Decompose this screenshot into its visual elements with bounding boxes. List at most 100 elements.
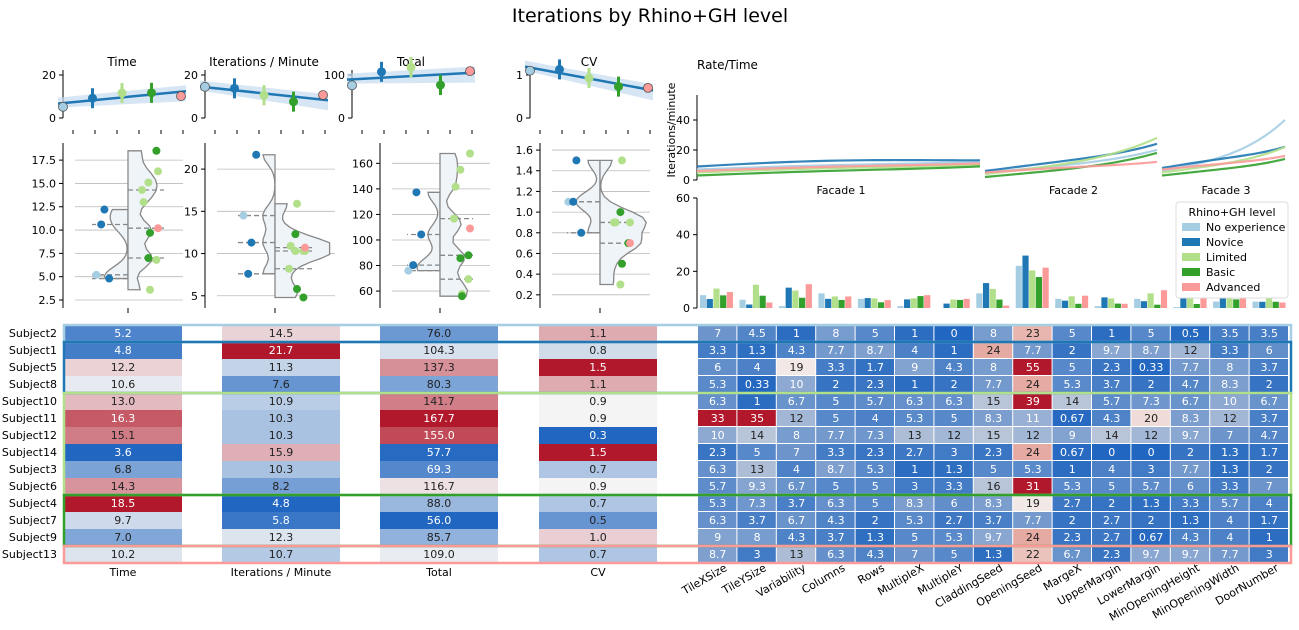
y-tick-label: 10.0 (32, 224, 57, 237)
trend-curve (1161, 154, 1286, 171)
heat-value: 4.3 (945, 361, 963, 374)
subject-point (626, 239, 634, 248)
heat-cell (539, 393, 657, 410)
heat-value: 3.3 (1182, 497, 1200, 510)
heat-value: 8.7 (1142, 344, 1160, 357)
subject-point (626, 218, 634, 227)
subject-point (154, 224, 162, 233)
heat-value: 1.5 (589, 446, 607, 459)
heat-cell (776, 529, 816, 545)
bar (989, 288, 996, 308)
subject-point (146, 228, 154, 237)
row-label: Subject2 (9, 327, 57, 340)
y-tick-label: 1.2 (516, 185, 534, 198)
level-mean-point (555, 64, 564, 74)
bar (976, 293, 983, 308)
heat-cell (1131, 359, 1170, 375)
heat-cell (776, 376, 816, 392)
heat-value: 1.0 (589, 531, 607, 544)
heat-cell (1052, 359, 1091, 375)
heat-value: 12 (1223, 412, 1237, 425)
heat-cell (1131, 342, 1170, 358)
heat-cell (973, 478, 1013, 494)
heat-cell (895, 359, 934, 375)
heat-value: 10.3 (269, 429, 294, 442)
heat-cell (1210, 393, 1249, 409)
heat-cell (934, 512, 973, 528)
heat-value: 2.3 (985, 446, 1003, 459)
heat-cell (737, 427, 776, 443)
heat-cell (698, 512, 737, 528)
heat-cell (934, 393, 973, 409)
heat-cell (539, 427, 657, 444)
heat-value: 9.7 (1182, 429, 1200, 442)
bar (1101, 297, 1108, 308)
heat-value: 6.7 (1182, 395, 1200, 408)
heat-cell (380, 325, 498, 342)
heat-cell (64, 342, 182, 359)
heat-value: 8 (1226, 361, 1233, 374)
heat-cell (895, 393, 934, 409)
heat-cell (1170, 444, 1210, 460)
subject-point (100, 205, 109, 214)
heat-value: 3.3 (1221, 480, 1239, 493)
subject-point (458, 292, 466, 301)
heat-cell (973, 325, 1013, 341)
heat-value: 10 (1223, 395, 1237, 408)
heat-cell (222, 325, 340, 342)
level-mean-point (614, 82, 623, 92)
heat-cell (895, 495, 934, 511)
heat-cell (698, 444, 737, 460)
subject-point (450, 214, 458, 223)
violin-half (103, 208, 129, 280)
heat-value: 9.3 (748, 480, 766, 493)
heat-cell (737, 410, 776, 426)
heat-value: 1.3 (1221, 446, 1239, 459)
heat-value: 2 (832, 378, 839, 391)
subject-point (572, 156, 581, 165)
heat-value: 5 (832, 412, 839, 425)
heat-cell (1170, 529, 1210, 545)
subject-point (616, 208, 625, 217)
bar (884, 300, 891, 308)
bar (1061, 300, 1069, 308)
heat-cell (776, 546, 816, 562)
subject-point (466, 224, 474, 233)
heat-value: 7 (911, 548, 918, 561)
legend-title: Rhino+GH level (1188, 206, 1275, 219)
heat-cell (1210, 410, 1249, 426)
trend-curve (1161, 145, 1286, 170)
subject-point (291, 247, 300, 256)
heat-value: 14.5 (269, 327, 294, 340)
legend-swatch (1182, 283, 1200, 291)
heat-cell (855, 410, 894, 426)
heat-cell (1013, 478, 1052, 494)
bar (943, 303, 950, 308)
heat-value: 5 (1069, 361, 1076, 374)
heat-value: 5.7 (1221, 497, 1239, 510)
heat-cell (698, 410, 737, 426)
row-label: Subject13 (2, 548, 57, 561)
bar (1015, 265, 1022, 308)
level-mean-point (377, 67, 386, 77)
heat-cell (737, 359, 776, 375)
level-mean-point (230, 83, 239, 93)
y-tick-label: 1.0 (516, 206, 534, 219)
level-mean-point (58, 101, 68, 112)
heat-value: 5 (872, 497, 879, 510)
heat-cell (934, 410, 973, 426)
heat-value: 1 (911, 378, 918, 391)
heat-value: 7.7 (1221, 548, 1239, 561)
heat-cell (737, 512, 776, 528)
heat-cell (1131, 376, 1170, 392)
subject-point (144, 254, 153, 263)
heat-cell (973, 342, 1013, 358)
heat-cell (380, 444, 498, 461)
heat-value: 31 (1026, 480, 1040, 493)
heat-cell (973, 427, 1013, 443)
heat-cell (1249, 495, 1288, 511)
bar (766, 302, 773, 308)
level-mean-point (643, 83, 653, 93)
heat-cell (1013, 410, 1052, 426)
